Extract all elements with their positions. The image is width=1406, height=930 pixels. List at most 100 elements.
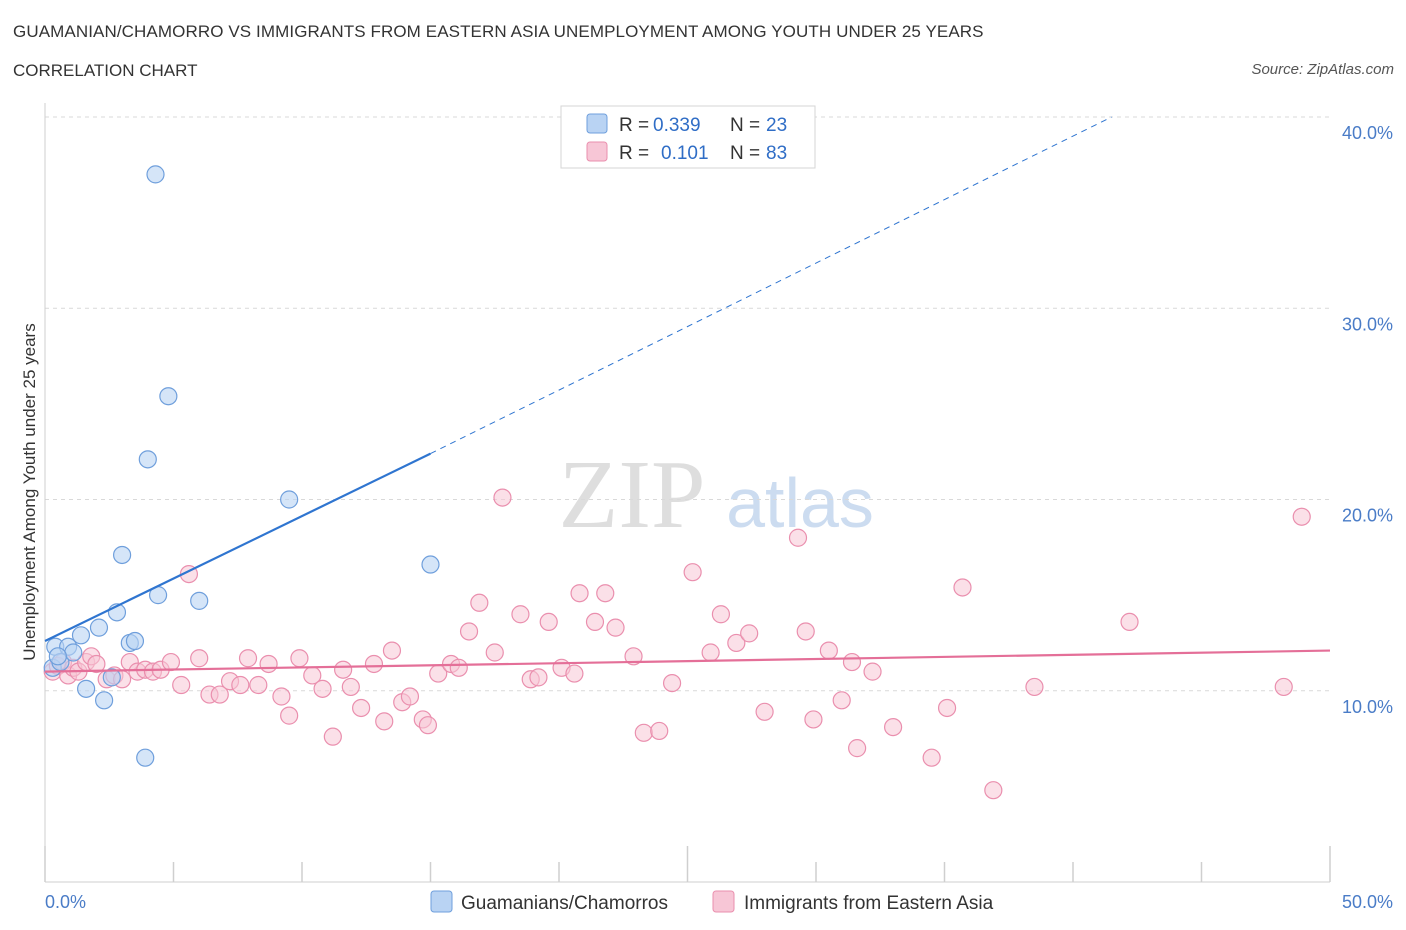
point-eastern-asia xyxy=(842,652,862,672)
point-eastern-asia xyxy=(662,673,682,693)
legend-r-value-2: 0.101 xyxy=(661,143,709,164)
legend-n-value-1: 23 xyxy=(766,115,787,136)
point-eastern-asia xyxy=(727,633,746,653)
point-guamanian xyxy=(64,643,83,662)
chart-title: GUAMANIAN/CHAMORRO VS IMMIGRANTS FROM EA… xyxy=(13,22,984,41)
point-guamanian xyxy=(95,691,114,710)
point-eastern-asia xyxy=(796,622,815,641)
point-eastern-asia xyxy=(259,654,278,674)
trend-line-guamanian-extension xyxy=(430,116,1112,455)
point-eastern-asia xyxy=(539,612,558,632)
legend-n-label-1: N = xyxy=(730,115,760,136)
point-eastern-asia xyxy=(493,488,512,507)
y-tick-label-40: 40.0% xyxy=(1342,123,1393,143)
point-eastern-asia xyxy=(238,649,258,668)
trend-line-guamanian xyxy=(44,452,431,643)
point-eastern-asia xyxy=(570,584,589,603)
legend-n-label-2: N = xyxy=(730,143,760,164)
point-eastern-asia xyxy=(210,685,229,704)
point-eastern-asia xyxy=(272,687,291,706)
point-eastern-asia xyxy=(290,649,309,668)
point-eastern-asia xyxy=(585,612,605,632)
point-eastern-asia xyxy=(400,687,420,706)
point-eastern-asia xyxy=(832,691,851,710)
legend-r-value-1: 0.339 xyxy=(653,115,701,136)
bottom-legend-label-guamanian: Guamanians/Chamorros xyxy=(461,893,668,914)
legend-r-label-2: R = xyxy=(619,143,649,164)
point-eastern-asia xyxy=(511,605,530,624)
point-eastern-asia xyxy=(161,652,181,672)
point-guamanian xyxy=(146,165,165,184)
point-eastern-asia xyxy=(485,643,504,662)
legend-r-label-1: R = xyxy=(619,115,649,136)
point-guamanian xyxy=(280,490,299,509)
point-eastern-asia xyxy=(634,723,653,742)
x-tick-label-max: 50.0% xyxy=(1342,892,1393,912)
point-guamanian xyxy=(48,647,67,666)
point-eastern-asia xyxy=(819,641,838,660)
point-guamanian xyxy=(159,387,178,406)
point-eastern-asia xyxy=(848,739,867,758)
point-eastern-asia xyxy=(606,618,625,637)
point-eastern-asia xyxy=(280,706,299,725)
point-eastern-asia xyxy=(459,622,479,641)
x-tick-label-min: 0.0% xyxy=(45,892,86,912)
point-eastern-asia xyxy=(529,668,548,687)
point-eastern-asia xyxy=(341,677,360,697)
y-tick-label-30: 30.0% xyxy=(1342,314,1393,334)
legend-swatch-blue xyxy=(586,113,608,134)
point-eastern-asia xyxy=(313,679,332,698)
y-tick-label-20: 20.0% xyxy=(1342,506,1393,526)
gridlines xyxy=(45,116,1330,692)
point-eastern-asia xyxy=(804,710,823,729)
source-label: Source: ZipAtlas.com xyxy=(1251,61,1394,78)
point-guamanian xyxy=(102,668,121,687)
point-eastern-asia xyxy=(334,660,353,679)
watermark: ZIP atlas xyxy=(559,441,874,549)
point-eastern-asia xyxy=(922,748,941,767)
point-eastern-asia xyxy=(740,624,759,643)
point-guamanian xyxy=(125,631,145,651)
point-eastern-asia xyxy=(249,675,268,695)
point-eastern-asia xyxy=(953,578,972,597)
trend-line-eastern-asia xyxy=(44,649,1331,673)
point-eastern-asia xyxy=(323,727,342,746)
point-eastern-asia xyxy=(711,605,731,624)
point-guamanian xyxy=(71,626,91,645)
point-eastern-asia xyxy=(1120,612,1139,632)
point-eastern-asia xyxy=(1292,507,1311,526)
series-legend: Guamanians/Chamorros Immigrants from Eas… xyxy=(430,890,994,914)
point-eastern-asia xyxy=(190,649,209,668)
point-eastern-asia xyxy=(1025,677,1044,697)
legend-swatch-pink xyxy=(586,141,608,162)
bottom-legend-swatch-pink xyxy=(712,890,735,913)
point-eastern-asia xyxy=(596,584,615,603)
point-eastern-asia xyxy=(470,593,489,612)
point-eastern-asia xyxy=(565,664,584,683)
point-guamanian xyxy=(136,748,155,767)
bottom-legend-label-eastern-asia: Immigrants from Eastern Asia xyxy=(744,893,994,914)
axes xyxy=(44,103,1331,883)
point-eastern-asia xyxy=(449,658,468,677)
y-tick-label-10: 10.0% xyxy=(1342,697,1393,717)
point-eastern-asia xyxy=(382,641,402,660)
point-eastern-asia xyxy=(231,675,250,695)
point-eastern-asia xyxy=(683,563,702,582)
point-eastern-asia xyxy=(883,717,903,737)
point-eastern-asia xyxy=(650,721,669,741)
point-guamanian xyxy=(138,450,157,469)
point-guamanian xyxy=(421,555,440,574)
point-eastern-asia xyxy=(755,702,774,721)
trend-lines xyxy=(44,116,1331,673)
point-eastern-asia xyxy=(352,698,371,718)
point-guamanian xyxy=(89,618,109,637)
point-guamanian xyxy=(190,591,209,610)
y-tick-labels: 10.0% 20.0% 30.0% 40.0% xyxy=(1342,123,1393,717)
point-guamanian xyxy=(77,679,96,698)
point-eastern-asia xyxy=(375,712,394,731)
point-eastern-asia xyxy=(863,662,882,681)
chart-subtitle: CORRELATION CHART xyxy=(13,61,198,80)
point-eastern-asia xyxy=(87,654,106,674)
point-eastern-asia xyxy=(937,698,957,718)
point-eastern-asia xyxy=(701,643,720,662)
